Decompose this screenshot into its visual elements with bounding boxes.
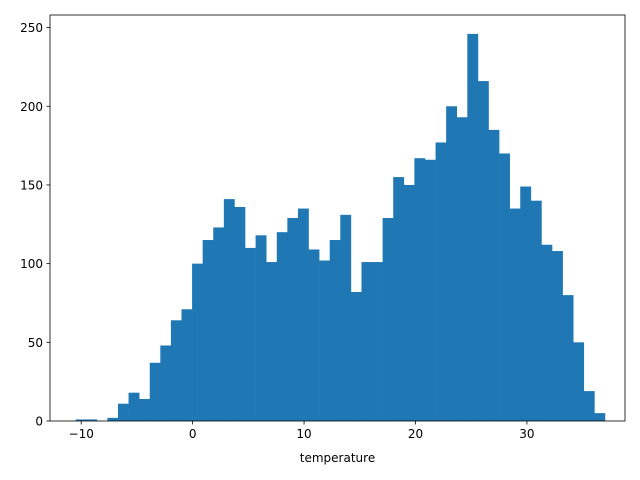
histogram-bar xyxy=(107,417,119,421)
histogram-bar xyxy=(424,159,436,421)
histogram-bar xyxy=(170,320,182,421)
histogram-bar xyxy=(329,240,341,421)
x-axis-ticks: −10 0 10 20 30 xyxy=(69,421,535,441)
histogram-bar xyxy=(287,218,299,421)
histogram-bar xyxy=(128,392,140,421)
histogram-bar xyxy=(488,129,500,421)
histogram-bar xyxy=(456,117,468,421)
y-tick-label: 150 xyxy=(20,178,43,192)
y-axis-ticks: 0 50 100 150 200 250 xyxy=(20,21,50,429)
histogram-bar xyxy=(467,33,479,421)
histogram-bar xyxy=(477,81,489,421)
histogram-bar xyxy=(583,391,595,421)
histogram-bar xyxy=(319,260,330,421)
histogram-bar xyxy=(350,291,362,421)
histogram-bar xyxy=(382,218,394,421)
x-tick-label: 0 xyxy=(189,427,197,441)
histogram-bar xyxy=(509,208,521,421)
y-tick-label: 200 xyxy=(20,100,43,114)
y-tick-label: 100 xyxy=(20,257,43,271)
x-tick-label: −10 xyxy=(69,427,94,441)
histogram-bar xyxy=(393,177,405,421)
histogram-bar xyxy=(181,309,193,421)
histogram-bar xyxy=(213,227,225,421)
histogram-bars xyxy=(75,33,606,422)
x-tick-label: 10 xyxy=(296,427,311,441)
y-tick-label: 0 xyxy=(35,415,43,429)
histogram-bar xyxy=(276,232,288,421)
histogram-bar xyxy=(530,200,542,421)
histogram-bar xyxy=(149,362,161,421)
y-tick-label: 250 xyxy=(20,21,43,35)
histogram-bar xyxy=(117,403,129,421)
histogram-bar xyxy=(520,186,532,421)
histogram-bar xyxy=(234,206,246,421)
histogram-bar xyxy=(223,199,235,421)
histogram-bar xyxy=(446,106,458,422)
histogram-bar xyxy=(192,263,203,421)
histogram-bar xyxy=(340,214,352,421)
histogram-bar xyxy=(541,244,553,421)
x-tick-label: 20 xyxy=(408,427,423,441)
histogram-bar xyxy=(499,153,510,422)
histogram-bar xyxy=(594,413,606,421)
histogram-bar xyxy=(202,240,214,421)
x-axis-label: temperature xyxy=(300,451,375,465)
histogram-bar xyxy=(297,208,309,421)
histogram-bar xyxy=(75,419,87,421)
histogram-bar xyxy=(414,158,426,421)
histogram-bar xyxy=(573,342,585,421)
histogram-bar xyxy=(86,419,98,421)
histogram-bar xyxy=(266,262,278,421)
histogram-bar xyxy=(552,251,563,421)
histogram-bar xyxy=(361,262,373,421)
histogram-bar xyxy=(160,345,172,421)
x-tick-label: 30 xyxy=(519,427,534,441)
histogram-bar xyxy=(255,235,267,421)
histogram-bar xyxy=(245,247,256,421)
histogram-bar xyxy=(403,184,415,421)
y-tick-label: 50 xyxy=(28,336,43,350)
axes-frame xyxy=(49,14,626,422)
histogram-bar xyxy=(308,249,320,421)
histogram-bar xyxy=(372,262,383,421)
histogram-bar xyxy=(562,295,574,421)
histogram-bar xyxy=(435,142,447,421)
histogram-bar xyxy=(139,398,151,421)
